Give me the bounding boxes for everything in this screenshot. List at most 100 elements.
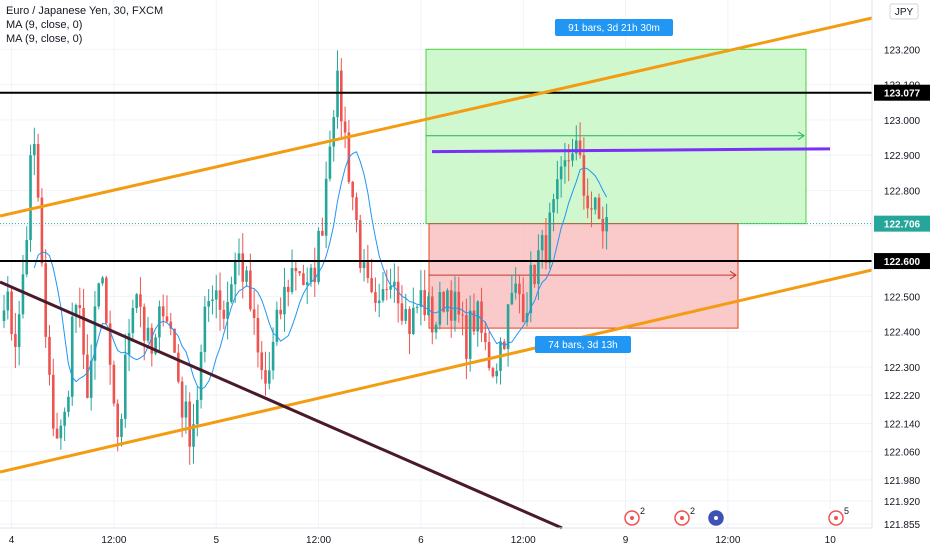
candle-up — [328, 146, 332, 179]
currency-badge: JPY — [889, 3, 919, 20]
candle-down — [165, 316, 169, 322]
price-tick-label: 122.060 — [884, 448, 921, 459]
moving-average — [33, 151, 608, 391]
price-label-current: 122.706 — [874, 215, 930, 232]
candle-up — [233, 259, 237, 285]
candle-down — [260, 352, 264, 371]
candle-up — [434, 324, 438, 333]
candle-up — [510, 292, 514, 305]
candle-up — [283, 286, 286, 315]
upper-bars-badge: 91 bars, 3d 21h 30m — [555, 19, 673, 36]
candle-up — [21, 274, 25, 315]
channel-upper-line — [0, 16, 873, 218]
price-tick-label: 122.220 — [884, 391, 921, 402]
candle-up — [275, 309, 279, 342]
candle-up — [446, 290, 449, 312]
candle-up — [74, 305, 78, 317]
candle-up — [29, 155, 32, 240]
candle-down — [358, 220, 362, 269]
candle-up — [332, 117, 336, 147]
candle-up — [514, 283, 517, 293]
candle-up — [290, 268, 294, 292]
chart-legend: Euro / Japanese Yen, 30, FXCM MA (9, clo… — [6, 4, 163, 46]
candle-down — [180, 381, 184, 418]
purple-horizontal-line — [431, 147, 831, 154]
candle-down — [423, 290, 426, 316]
candle-up — [97, 283, 101, 307]
time-tick-label: 6 — [418, 535, 424, 546]
candle-down — [188, 401, 192, 447]
price-tick-label: 121.980 — [884, 476, 921, 487]
candle-up — [93, 306, 97, 361]
candle-down — [44, 263, 47, 337]
candle-up — [468, 310, 472, 359]
candle-up — [336, 70, 339, 118]
event-marker-dot — [680, 516, 684, 520]
candle-down — [302, 273, 305, 285]
candle-up — [605, 217, 608, 232]
currency-label: JPY — [895, 7, 914, 18]
price-label-support-text: 122.600 — [884, 257, 921, 268]
candle-up — [537, 250, 540, 285]
candle-up — [540, 235, 544, 251]
candle-down — [487, 342, 491, 369]
legend-ma-2: MA (9, close, 0) — [6, 33, 83, 45]
candle-down — [112, 364, 116, 404]
candle-up — [495, 370, 498, 377]
candle-down — [461, 314, 464, 316]
price-label-support: 122.600 — [874, 253, 930, 270]
lower-bars-badge-box — [535, 336, 631, 353]
price-tick-label: 122.500 — [884, 292, 921, 303]
candle-up — [89, 360, 93, 398]
candle-down — [374, 292, 377, 304]
candle-down — [222, 309, 226, 319]
price-tick-label: 122.300 — [884, 363, 921, 374]
price-tick-label: 121.855 — [884, 520, 921, 531]
candle-down — [408, 309, 411, 334]
candle-up — [195, 399, 199, 425]
candle-up — [214, 290, 218, 300]
candle-up — [131, 308, 135, 334]
candle-down — [544, 235, 548, 263]
candle-up — [412, 307, 415, 334]
position-zones — [425, 48, 807, 329]
candle-up — [59, 425, 63, 439]
candle-down — [40, 197, 44, 264]
candle-up — [393, 281, 396, 287]
grid — [0, 0, 872, 528]
candle-down — [116, 403, 119, 437]
candle-down — [177, 352, 180, 382]
event-marker-count: 2 — [690, 506, 695, 516]
candle-down — [173, 328, 176, 353]
candle-up — [305, 282, 309, 285]
candle-up — [415, 306, 419, 308]
candle-down — [105, 277, 108, 324]
candle-up — [268, 370, 271, 384]
candle-down — [36, 144, 40, 198]
event-marker — [708, 510, 724, 526]
candle-up — [427, 296, 430, 316]
candle-down — [55, 428, 59, 439]
candle-down — [472, 310, 476, 332]
candle-up — [593, 197, 597, 210]
candle-down — [385, 289, 389, 291]
candle-down — [286, 286, 290, 292]
candle-up — [158, 306, 161, 338]
upper-bars-badge-text: 91 bars, 3d 21h 30m — [568, 23, 660, 34]
candle-down — [150, 327, 154, 354]
time-axis: 4 12:00 5 12:00 6 12:00 9 12:00 10 2 2 5 — [0, 506, 872, 546]
candle-down — [480, 301, 483, 333]
candle-down — [597, 197, 601, 219]
moving-average-line — [33, 151, 608, 391]
time-tick-label: 12:00 — [306, 535, 331, 546]
candle-down — [396, 281, 400, 304]
candle-up — [476, 301, 480, 332]
price-tick-label: 122.800 — [884, 186, 921, 197]
candle-up — [25, 239, 29, 275]
price-tick-label: 122.400 — [884, 328, 921, 339]
legend-title: Euro / Japanese Yen, 30, FXCM — [6, 5, 164, 17]
candle-down — [279, 309, 282, 315]
candle-up — [506, 304, 510, 349]
